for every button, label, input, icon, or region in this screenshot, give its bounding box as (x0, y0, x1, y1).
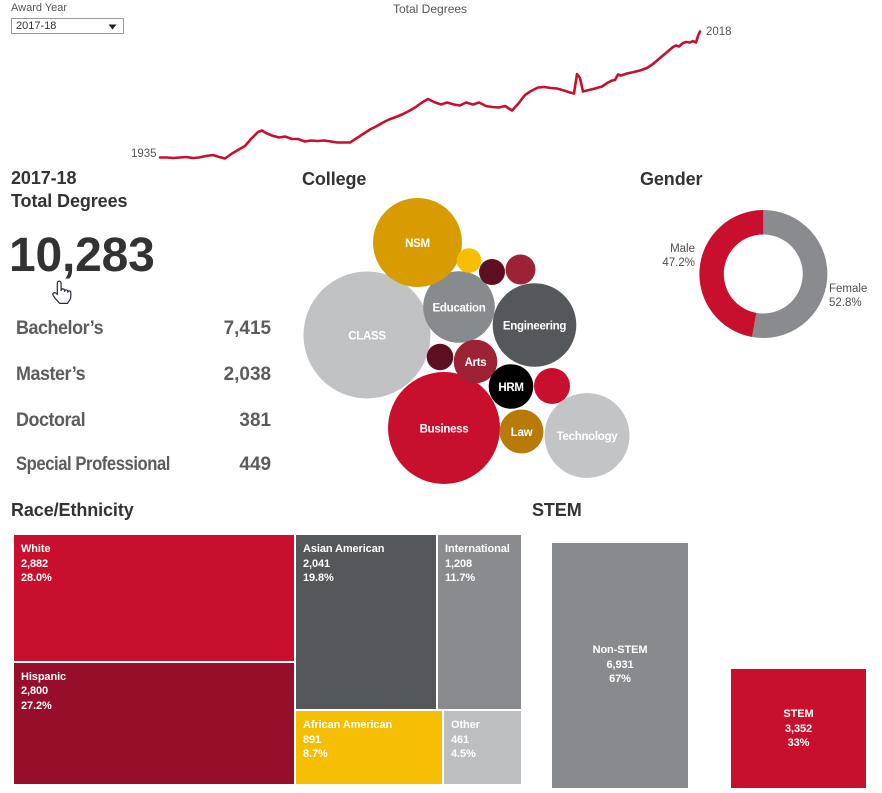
svg-text:Engineering: Engineering (503, 321, 566, 333)
svg-text:CLASS: CLASS (348, 331, 386, 343)
svg-text:Business: Business (420, 424, 469, 436)
svg-text:Technology: Technology (557, 431, 619, 443)
svg-text:Law: Law (511, 427, 533, 439)
svg-text:Education: Education (433, 303, 486, 315)
svg-text:NSM: NSM (405, 238, 430, 250)
svg-text:Arts: Arts (465, 357, 487, 369)
svg-text:HRM: HRM (498, 382, 523, 394)
